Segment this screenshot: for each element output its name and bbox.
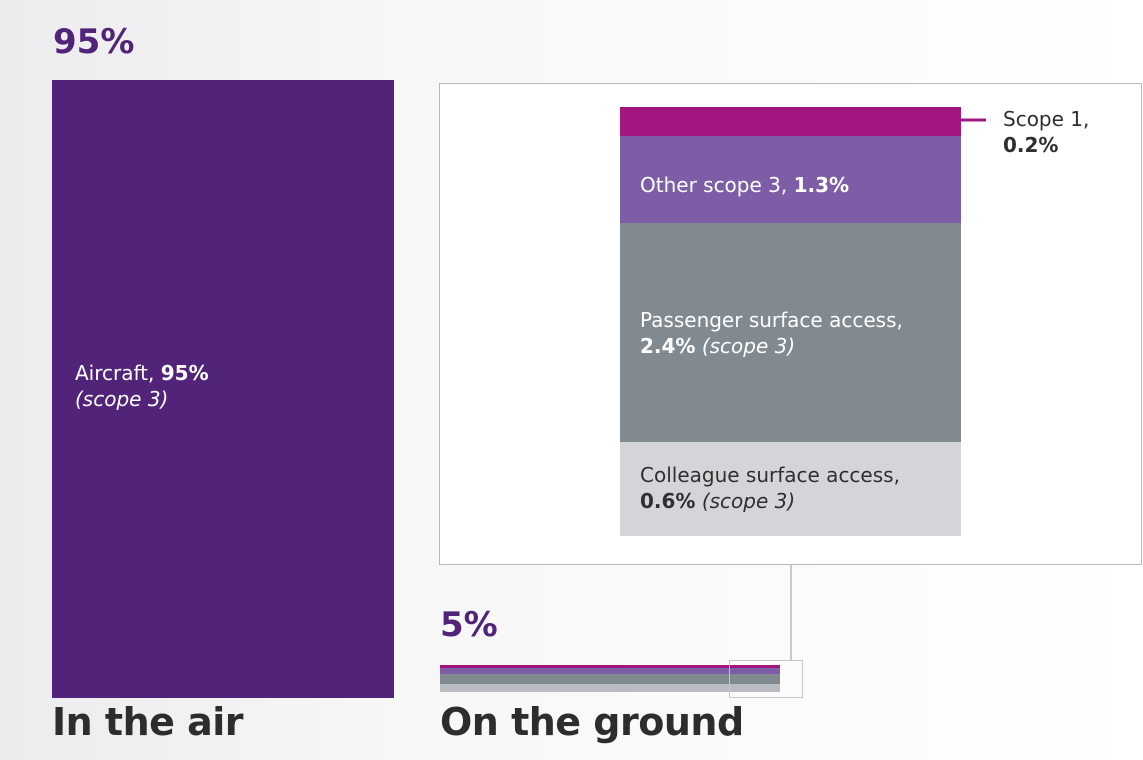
other-name: Other scope 3, — [640, 173, 788, 197]
other-value: 1.3% — [793, 173, 850, 197]
scope1-value: 0.2% — [1003, 133, 1059, 157]
ground-bar-passenger — [440, 674, 780, 684]
ground-bar-other-scope3 — [440, 668, 780, 674]
colleague-note: (scope 3) — [701, 489, 796, 513]
other-scope3-label: Other scope 3, 1.3% — [640, 172, 849, 198]
air-total-percent: 95% — [53, 22, 135, 62]
passenger-note: (scope 3) — [701, 334, 796, 358]
passenger-surface-segment — [620, 223, 961, 442]
passenger-value: 2.4% — [640, 334, 696, 358]
scope1-label: Scope 1, 0.2% — [1003, 106, 1089, 158]
colleague-surface-label: Colleague surface access, 0.6% (scope 3) — [640, 462, 900, 514]
scope1-segment — [620, 107, 961, 136]
other-scope3-segment — [620, 136, 961, 223]
ground-bar-colleague — [440, 684, 780, 692]
aircraft-note: (scope 3) — [75, 387, 169, 411]
scope1-name: Scope 1, — [1003, 107, 1090, 131]
passenger-name: Passenger surface access, — [640, 308, 903, 332]
aircraft-bar — [52, 80, 394, 698]
aircraft-value: 95% — [160, 361, 209, 385]
colleague-surface-segment — [620, 442, 961, 536]
colleague-name: Colleague surface access, — [640, 463, 900, 487]
air-footer-label: In the air — [52, 700, 244, 744]
ground-footer-label: On the ground — [440, 700, 744, 744]
ground-bar-scope1 — [440, 665, 780, 668]
aircraft-name: Aircraft, — [75, 361, 155, 385]
ground-bar-zoom-marker — [729, 660, 803, 698]
aircraft-label: Aircraft, 95% (scope 3) — [75, 360, 209, 412]
colleague-value: 0.6% — [640, 489, 696, 513]
passenger-surface-label: Passenger surface access, 2.4% (scope 3) — [640, 307, 903, 359]
ground-total-percent: 5% — [440, 605, 498, 645]
